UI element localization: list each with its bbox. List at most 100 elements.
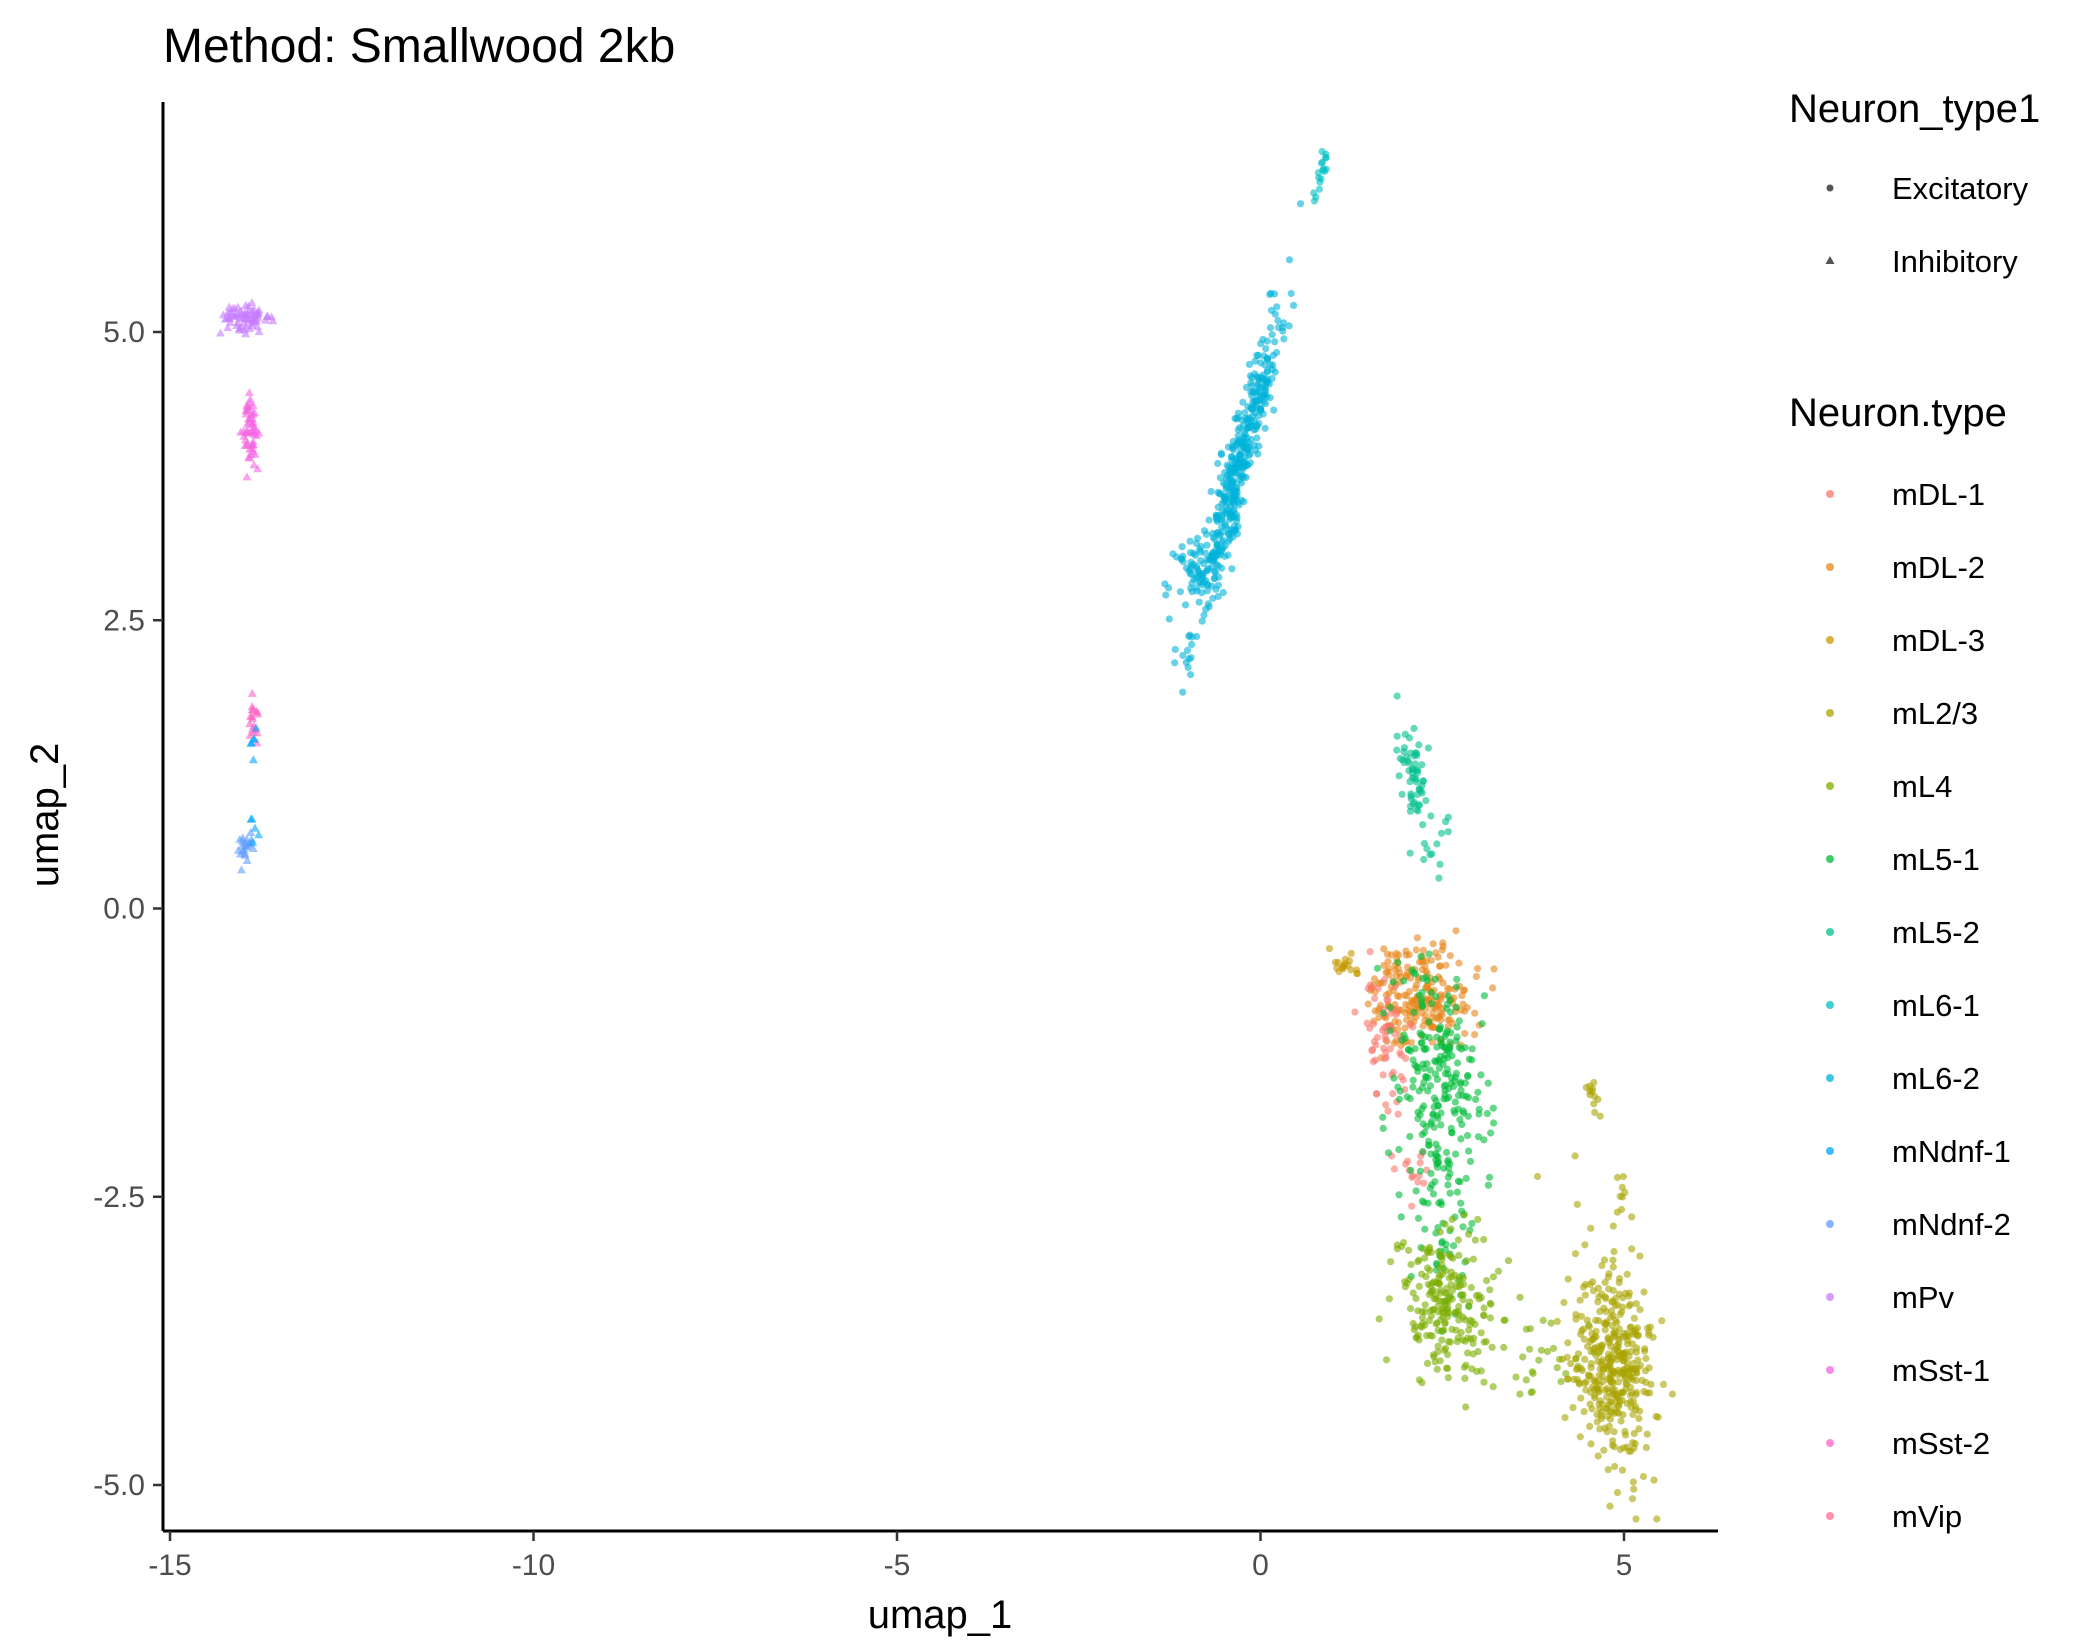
data-point-mdl-3 (1325, 945, 1333, 953)
data-point-ml2-3 (1626, 1300, 1634, 1308)
data-point-ml5-1 (1440, 1164, 1448, 1172)
color-legend-label: mL6-2 (1892, 1061, 1980, 1096)
data-point-ml6-2 (1246, 423, 1254, 431)
data-point-ml2-3 (1621, 1427, 1629, 1436)
data-point-ml6-1 (1317, 159, 1326, 167)
color-legend: Neuron.type mDL-1 mDL-2 mDL-3 mL2/3 mL4 mL5-1… (1789, 391, 2011, 1534)
data-point-ml5-1 (1394, 958, 1402, 966)
data-point-ml5-2 (1406, 807, 1414, 815)
data-point-mdl-2 (1427, 956, 1435, 964)
data-point-ml2-3 (1587, 1360, 1595, 1368)
data-point-ml6-2 (1232, 495, 1240, 504)
data-point-ml6-2 (1285, 256, 1294, 264)
data-point-ml5-2 (1422, 797, 1430, 805)
data-point-ml2-3 (1608, 1322, 1616, 1330)
data-point-ml4 (1562, 1370, 1570, 1378)
data-point-ml5-1 (1414, 1115, 1422, 1123)
data-point-ml2-3 (1573, 1376, 1581, 1384)
data-point-ml6-2 (1188, 588, 1196, 596)
data-point-ml2-3 (1605, 1401, 1613, 1409)
data-point-ml5-1 (1464, 1072, 1472, 1080)
color-legend-label: mL5-2 (1892, 915, 1980, 950)
data-point-ml2-3 (1620, 1444, 1628, 1452)
data-point-mdl-2 (1446, 985, 1454, 993)
data-point-ml4 (1460, 1211, 1468, 1219)
data-point-ml4 (1459, 1296, 1467, 1304)
data-point-ml6-2 (1186, 549, 1195, 557)
data-point-ml4 (1375, 1315, 1383, 1323)
color-legend-swatch (1826, 1439, 1834, 1447)
data-point-ml4 (1504, 1257, 1513, 1265)
data-point-msst-1 (242, 472, 252, 481)
data-point-mdl-2 (1380, 945, 1388, 953)
data-point-ml5-1 (1489, 1104, 1497, 1112)
data-point-ml5-1 (1450, 1242, 1458, 1250)
data-point-ml2-3 (1591, 1392, 1599, 1400)
data-point-ml6-2 (1214, 581, 1222, 589)
data-point-ml2-3 (1641, 1347, 1649, 1355)
data-point-ml6-2 (1246, 459, 1254, 467)
data-point-ml5-1 (1418, 1131, 1426, 1139)
data-point-ml6-2 (1181, 601, 1190, 609)
data-point-ml2-3 (1564, 1339, 1572, 1347)
x-tick-label: 0 (1252, 1549, 1269, 1582)
data-point-ml2-3 (1617, 1205, 1626, 1214)
data-point-ml4 (1430, 1353, 1438, 1361)
data-point-mdl-1 (1374, 984, 1382, 992)
data-point-ml2-3 (1614, 1371, 1622, 1379)
data-point-ml5-1 (1379, 1113, 1387, 1121)
data-point-ml5-1 (1417, 998, 1425, 1006)
data-point-ml5-2 (1420, 839, 1428, 848)
data-point-ml2-3 (1580, 1408, 1588, 1416)
data-point-ml5-1 (1419, 1148, 1427, 1156)
data-point-ml6-2 (1205, 603, 1213, 611)
data-point-ml4 (1474, 1215, 1482, 1223)
data-point-ml4 (1448, 1325, 1456, 1333)
data-point-ml4 (1443, 1364, 1451, 1372)
data-point-ml2-3 (1597, 1412, 1605, 1420)
data-point-ml6-2 (1271, 368, 1279, 376)
data-point-ml2-3 (1588, 1405, 1596, 1413)
data-point-ml4 (1447, 1268, 1455, 1276)
data-point-ml4 (1433, 1365, 1441, 1373)
data-point-mndnf-2 (248, 844, 258, 853)
data-point-ml5-1 (1452, 1150, 1460, 1158)
data-point-ml2-3 (1569, 1404, 1577, 1412)
data-point-mdl-2 (1401, 991, 1409, 999)
data-point-ml5-1 (1472, 1095, 1480, 1103)
data-point-ml2-3 (1619, 1350, 1627, 1358)
data-point-ml4 (1460, 1363, 1469, 1371)
y-axis-ticks: -5.0 -2.5 0.0 2.5 5.0 (93, 316, 163, 1502)
data-point-ml4 (1405, 1275, 1413, 1283)
y-tick-label: -2.5 (93, 1181, 145, 1214)
data-point-ml5-1 (1426, 1082, 1434, 1090)
data-point-ml6-2 (1262, 386, 1270, 394)
data-point-ml6-2 (1262, 345, 1270, 353)
data-point-ml5-1 (1386, 1003, 1394, 1012)
data-point-ml4 (1436, 1228, 1444, 1236)
data-point-ml2-3 (1630, 1314, 1638, 1322)
data-point-mdl-3 (1353, 970, 1361, 978)
data-point-ml2-3 (1628, 1495, 1637, 1503)
data-point-msst-1 (245, 394, 255, 403)
data-point-ml4 (1398, 1242, 1406, 1251)
data-point-ml5-1 (1457, 1135, 1465, 1143)
data-point-ml5-2 (1412, 766, 1420, 775)
data-point-ml4 (1434, 1342, 1442, 1350)
data-point-ml2-3 (1632, 1515, 1640, 1523)
data-point-mdl-1 (1392, 1011, 1400, 1019)
data-point-ml6-2 (1212, 514, 1220, 523)
data-point-ml5-1 (1438, 1238, 1446, 1246)
y-tick-label: 0.0 (103, 893, 145, 926)
data-point-ml5-1 (1403, 1093, 1411, 1101)
data-point-mpv (234, 313, 244, 322)
data-point-ml5-1 (1409, 1076, 1417, 1084)
data-point-ml4 (1424, 1249, 1432, 1257)
data-point-ml2-3 (1609, 1263, 1617, 1271)
data-point-ml4 (1461, 1374, 1469, 1382)
data-point-ml5-2 (1428, 850, 1436, 858)
data-point-ml2-3 (1577, 1312, 1585, 1320)
shape-legend-label: Excitatory (1892, 171, 2029, 206)
data-point-ml6-2 (1228, 456, 1236, 464)
